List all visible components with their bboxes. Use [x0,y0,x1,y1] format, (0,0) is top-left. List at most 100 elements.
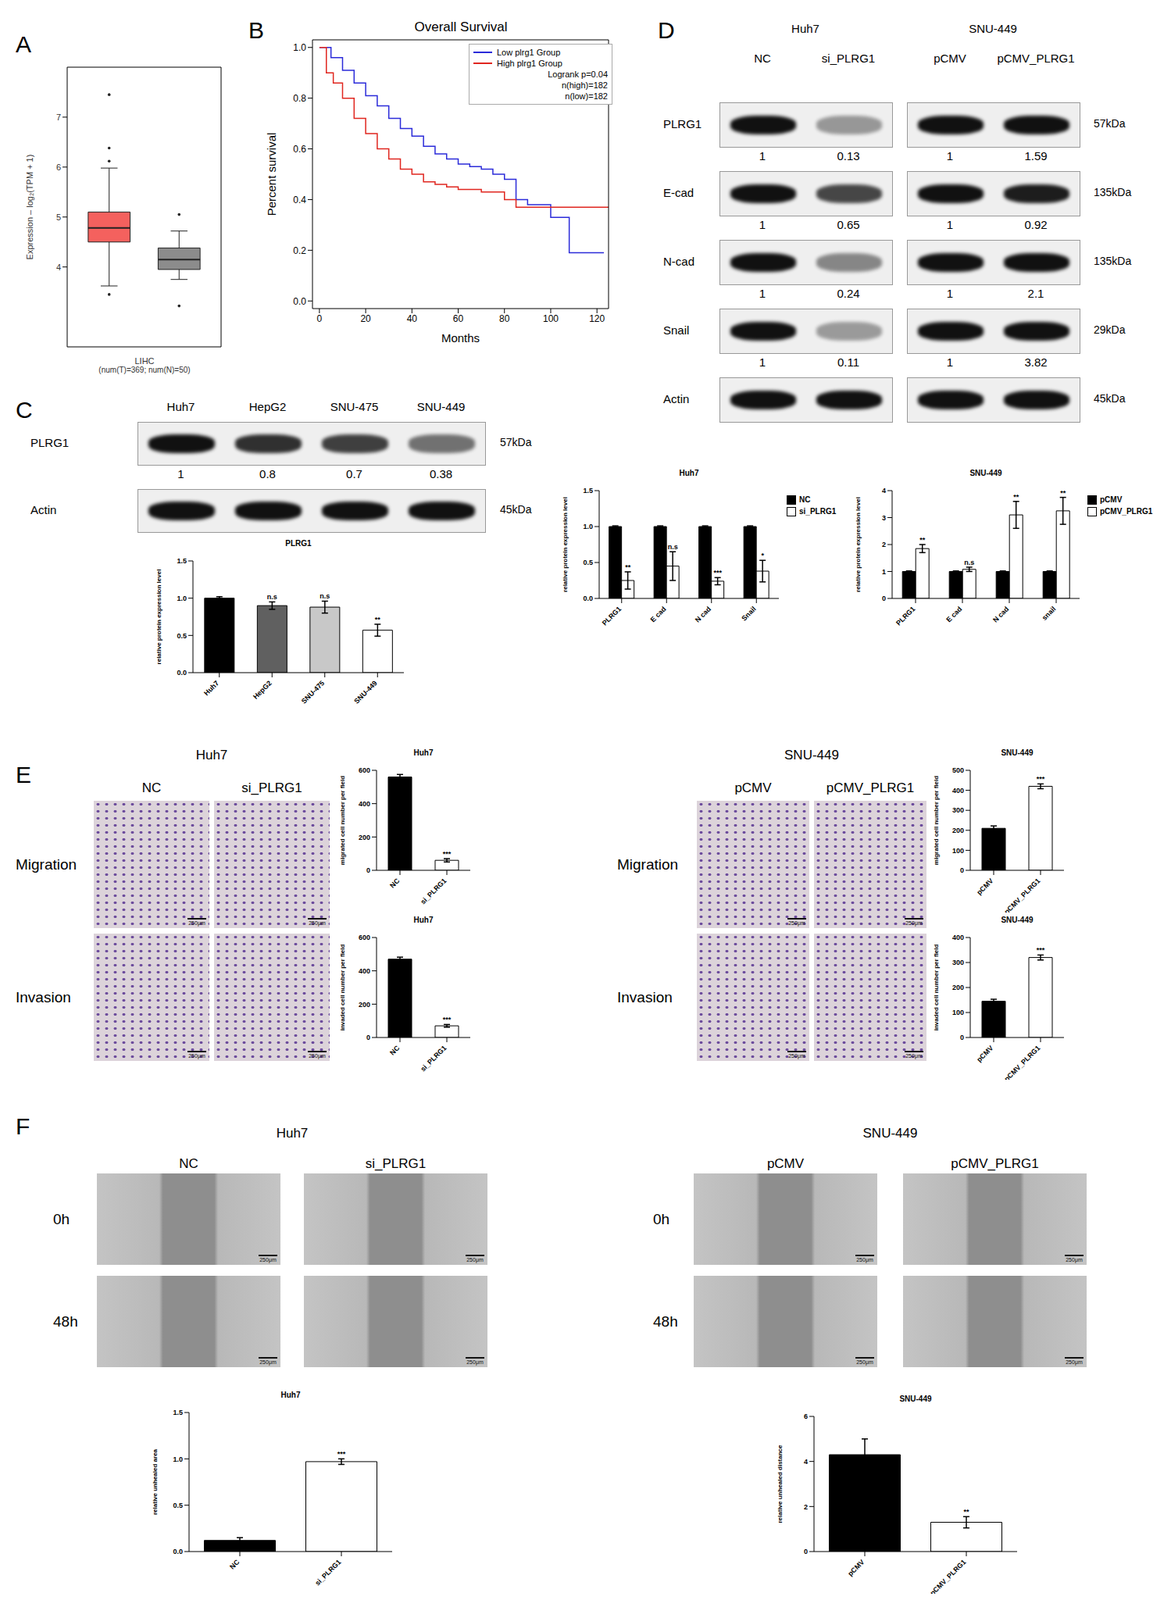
svg-text:0.2: 0.2 [292,245,307,257]
svg-text:n.s: n.s [667,542,679,551]
svg-text:0: 0 [366,866,371,875]
svg-text:**: ** [624,563,632,572]
svg-text:**: ** [963,1507,970,1516]
svg-text:Months: Months [441,331,480,345]
svg-text:si_PLRG1: si_PLRG1 [418,876,448,906]
svg-text:NC: NC [228,1557,242,1571]
svg-text:3: 3 [881,514,886,522]
svg-text:PLRG1: PLRG1 [600,604,623,627]
svg-text:pCMV_PLRG1: pCMV_PLRG1 [928,1557,968,1594]
svg-text:n.s: n.s [267,592,278,601]
svg-text:0.5: 0.5 [582,558,593,567]
svg-text:1: 1 [881,567,886,576]
svg-text:**: ** [919,535,926,544]
svg-text:relative unhealed area: relative unhealed area [151,1448,159,1515]
svg-text:E cad: E cad [649,604,668,624]
svg-text:pCMV: pCMV [974,876,995,897]
svg-text:80: 80 [499,313,511,325]
svg-text:Snail: Snail [739,604,757,622]
svg-text:2: 2 [881,540,886,549]
svg-text:1.5: 1.5 [172,1408,183,1417]
svg-text:Expression – log₂(TPM + 1): Expression – log₂(TPM + 1) [24,154,35,261]
svg-text:4: 4 [881,486,886,495]
svg-text:**: ** [374,615,382,624]
svg-text:1.0: 1.0 [176,594,187,603]
svg-text:200: 200 [358,1000,371,1009]
svg-text:200: 200 [358,833,371,842]
svg-text:0.5: 0.5 [172,1501,183,1510]
svg-text:SNU-449: SNU-449 [352,678,379,705]
svg-text:***: *** [713,568,722,577]
svg-text:0: 0 [960,1033,964,1042]
svg-text:*: * [760,551,765,560]
svg-text:snail: snail [1040,604,1058,622]
svg-text:relative unhealed distance: relative unhealed distance [776,1444,784,1524]
svg-text:0.4: 0.4 [292,194,307,206]
svg-text:1.0: 1.0 [172,1455,183,1464]
svg-text:600: 600 [358,933,371,942]
svg-text:Huh7: Huh7 [202,678,221,697]
svg-text:600: 600 [358,766,371,775]
svg-text:1.5: 1.5 [582,486,593,495]
svg-text:***: *** [1036,774,1046,783]
svg-text:300: 300 [952,806,964,814]
svg-text:500: 500 [952,766,964,775]
svg-text:pCMV: pCMV [974,1043,995,1064]
svg-text:invaded cell number per field: invaded cell number per field [932,944,940,1032]
svg-text:4: 4 [803,1457,808,1466]
svg-text:**: ** [1060,489,1067,497]
svg-text:pCMV_PLRG1: pCMV_PLRG1 [1003,1043,1043,1080]
svg-text:si_PLRG1: si_PLRG1 [418,1043,448,1073]
svg-text:400: 400 [358,967,371,975]
svg-text:***: *** [1036,946,1046,954]
svg-text:1.5: 1.5 [176,556,187,565]
svg-text:1.0: 1.0 [582,522,593,531]
svg-text:**: ** [1013,492,1020,501]
svg-text:0.0: 0.0 [292,296,307,308]
svg-text:n.s: n.s [963,558,975,567]
svg-text:0: 0 [960,866,964,875]
svg-text:400: 400 [358,799,371,808]
svg-text:7: 7 [56,112,61,122]
svg-text:2: 2 [803,1503,808,1511]
svg-text:HepG2: HepG2 [251,678,274,701]
svg-text:400: 400 [952,786,964,795]
svg-text:N cad: N cad [693,604,713,624]
svg-text:40: 40 [406,313,418,325]
svg-text:PLRG1: PLRG1 [894,604,917,627]
svg-text:60: 60 [453,313,465,325]
svg-text:***: *** [442,849,452,858]
svg-text:0: 0 [803,1547,808,1556]
svg-text:100: 100 [952,1008,964,1017]
svg-text:100: 100 [952,846,964,855]
svg-text:migrated cell number per field: migrated cell number per field [932,775,940,865]
svg-text:0.0: 0.0 [582,594,593,603]
svg-text:400: 400 [952,933,964,942]
svg-text:120: 120 [589,313,605,325]
svg-text:***: *** [337,1449,347,1458]
svg-text:***: *** [442,1015,452,1024]
svg-text:0.0: 0.0 [172,1547,183,1556]
svg-text:N cad: N cad [991,604,1011,624]
svg-text:SNU-475: SNU-475 [299,678,326,705]
svg-text:relative protein expression le: relative protein expression level [155,569,163,665]
svg-text:0: 0 [366,1033,371,1042]
svg-text:200: 200 [952,983,964,992]
svg-text:Percent survival: Percent survival [264,132,279,217]
svg-text:invaded cell number per field: invaded cell number per field [339,944,347,1032]
svg-text:E cad: E cad [944,604,964,624]
svg-text:1.0: 1.0 [292,42,307,54]
svg-text:6: 6 [803,1412,808,1421]
svg-text:migrated cell number per field: migrated cell number per field [339,775,347,865]
svg-text:n.s: n.s [319,592,330,600]
svg-text:NC: NC [388,876,402,890]
svg-text:0.5: 0.5 [176,631,187,640]
svg-text:pCMV: pCMV [846,1557,866,1578]
svg-text:0.8: 0.8 [292,92,307,104]
svg-text:NC: NC [388,1043,402,1057]
svg-text:300: 300 [952,958,964,967]
svg-text:4: 4 [56,262,61,272]
svg-text:si_PLRG1: si_PLRG1 [313,1557,343,1587]
svg-text:relative protein expression le: relative protein expression level [854,496,862,593]
svg-text:0: 0 [881,594,886,603]
